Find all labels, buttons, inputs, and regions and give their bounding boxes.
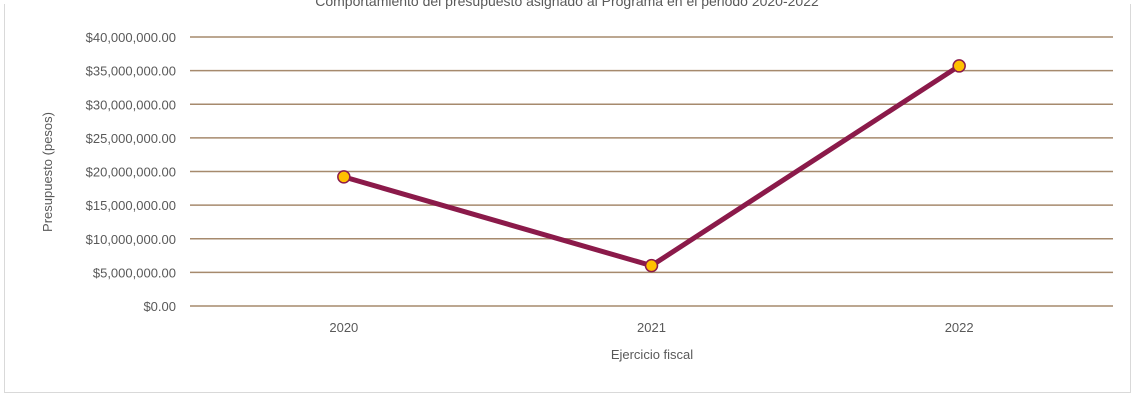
y-tick-label: $10,000,000.00	[86, 232, 176, 247]
x-axis-ticks: 2020 2021 2022	[329, 320, 973, 335]
x-tick-label: 2022	[945, 320, 974, 335]
x-tick-label: 2020	[329, 320, 358, 335]
chart-title: Comportamiento del presupuesto asignado …	[315, 0, 819, 9]
y-tick-label: $40,000,000.00	[86, 30, 176, 45]
data-point	[952, 59, 966, 73]
series-group	[337, 59, 966, 273]
y-axis-label: Presupuesto (pesos)	[40, 112, 55, 232]
y-tick-label: $30,000,000.00	[86, 97, 176, 112]
series-line	[341, 63, 962, 269]
y-tick-label: $20,000,000.00	[86, 165, 176, 180]
y-tick-label: $25,000,000.00	[86, 131, 176, 146]
y-tick-label: $0.00	[143, 299, 176, 314]
y-axis-ticks: $0.00 $5,000,000.00 $10,000,000.00 $15,000,…	[86, 30, 176, 314]
y-tick-label: $35,000,000.00	[86, 64, 176, 79]
data-point	[337, 170, 351, 184]
x-tick-label: 2021	[637, 320, 666, 335]
chart-frame	[4, 4, 1131, 393]
x-axis-label: Ejercicio fiscal	[611, 347, 693, 362]
data-point	[644, 258, 659, 273]
y-tick-label: $5,000,000.00	[93, 265, 176, 280]
y-tick-label: $15,000,000.00	[86, 198, 176, 213]
